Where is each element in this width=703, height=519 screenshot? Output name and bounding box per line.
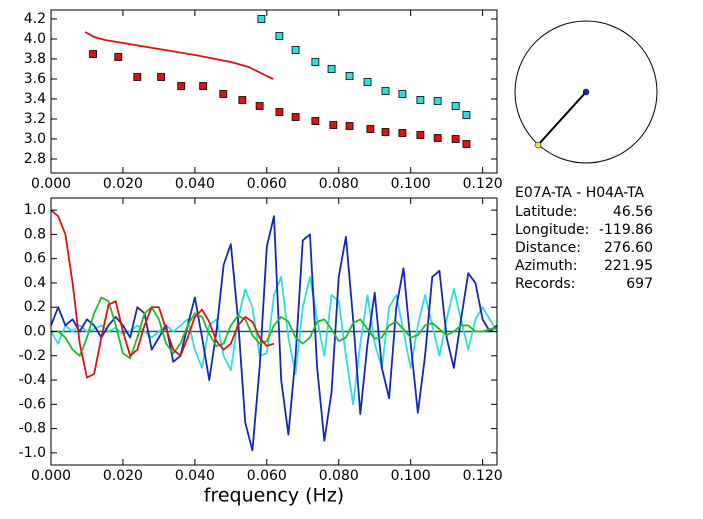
x-tick-label: 0.080: [319, 176, 359, 192]
y-tick-label: -0.4: [19, 372, 46, 388]
x-tick-label: 0.080: [319, 468, 359, 484]
info-label: Azimuth:: [515, 258, 577, 274]
map: [514, 20, 658, 164]
point: [398, 90, 407, 98]
point: [398, 129, 407, 137]
y-tick-label: -0.8: [19, 421, 46, 437]
point: [329, 121, 338, 129]
y-tick-label: 2.8: [24, 151, 46, 167]
y-tick-label: 3.8: [24, 51, 46, 67]
y-tick-label: -0.2: [19, 348, 46, 364]
point: [311, 117, 320, 125]
y-tick-label: 3.0: [24, 131, 46, 147]
x-tick-label: 0.040: [175, 468, 215, 484]
y-tick-label: 0.4: [24, 275, 46, 291]
plot-area: [51, 209, 497, 452]
y-tick-label: 3.4: [24, 91, 46, 107]
point: [199, 82, 208, 90]
point: [433, 134, 442, 142]
point: [219, 90, 228, 98]
point: [381, 128, 390, 136]
point: [133, 73, 142, 81]
info-label: Longitude:: [515, 222, 589, 238]
info-label: Latitude:: [515, 204, 577, 220]
x-tick-label: 0.060: [247, 468, 287, 484]
y-tick-label: 3.6: [24, 71, 46, 87]
data-line: [51, 275, 497, 406]
x-tick-label: 0.000: [31, 176, 71, 192]
y-tick-label: 0.0: [24, 324, 46, 340]
x-tick-label: 0.040: [175, 176, 215, 192]
point: [291, 113, 300, 121]
point: [257, 15, 266, 23]
point: [433, 97, 442, 105]
info-label: Distance:: [515, 240, 581, 256]
y-tick-label: 3.2: [24, 111, 46, 127]
info-value: 697: [626, 276, 653, 292]
point: [291, 46, 300, 54]
y-tick-label: 0.6: [24, 251, 46, 267]
point: [462, 111, 471, 119]
point: [345, 122, 354, 130]
data-line: [51, 209, 275, 379]
info-title: E07A-TA - H04A-TA: [515, 185, 645, 201]
point: [238, 96, 247, 104]
x-axis-label: frequency (Hz): [204, 485, 344, 507]
info: E07A-TA - H04A-TA Latitude: 46.56 Longit…: [515, 185, 653, 292]
x-tick-label: 0.100: [391, 176, 431, 192]
x-tick-label: 0.120: [463, 176, 503, 192]
info-value: 276.60: [604, 240, 653, 256]
x-tick-label: 0.020: [103, 468, 143, 484]
data-line: [51, 215, 497, 452]
data-line: [84, 31, 274, 80]
point: [381, 87, 390, 95]
path-line: [537, 91, 587, 146]
y-tick-label: 0.2: [24, 299, 46, 315]
x-tick-label: 0.060: [247, 176, 287, 192]
point: [114, 53, 123, 61]
point: [327, 65, 336, 73]
point: [311, 58, 320, 66]
point: [451, 102, 460, 110]
info-value: 221.95: [604, 258, 653, 274]
point: [462, 140, 471, 148]
y-tick-label: 4.0: [24, 31, 46, 47]
point: [157, 73, 165, 81]
y-tick-label: -0.6: [19, 396, 46, 412]
plot-area: [84, 15, 471, 148]
y-tick-label: 4.2: [24, 11, 46, 27]
y-tick-label: -1.0: [19, 445, 46, 461]
info-value: -119.86: [599, 222, 653, 238]
station-dot: [582, 88, 590, 96]
point: [451, 135, 460, 143]
point: [177, 82, 186, 90]
x-tick-label: 0.020: [103, 176, 143, 192]
point: [416, 131, 425, 139]
y-tick-label: 1.0: [24, 202, 46, 218]
point: [363, 78, 372, 86]
info-value: 46.56: [613, 204, 653, 220]
x-tick-label: 0.000: [31, 468, 71, 484]
map-circle: [514, 20, 658, 164]
point: [255, 102, 264, 110]
point: [275, 108, 284, 116]
point: [89, 50, 97, 58]
y-tick-label: 0.8: [24, 226, 46, 242]
station-dot: [534, 141, 542, 149]
point: [275, 32, 284, 40]
x-tick-label: 0.100: [391, 468, 431, 484]
point: [416, 96, 425, 104]
info-label: Records:: [515, 276, 575, 292]
x-tick-label: 0.120: [463, 468, 503, 484]
data-line: [51, 296, 497, 360]
point: [366, 125, 375, 133]
axes-frame: [50, 9, 498, 174]
point: [345, 72, 354, 80]
